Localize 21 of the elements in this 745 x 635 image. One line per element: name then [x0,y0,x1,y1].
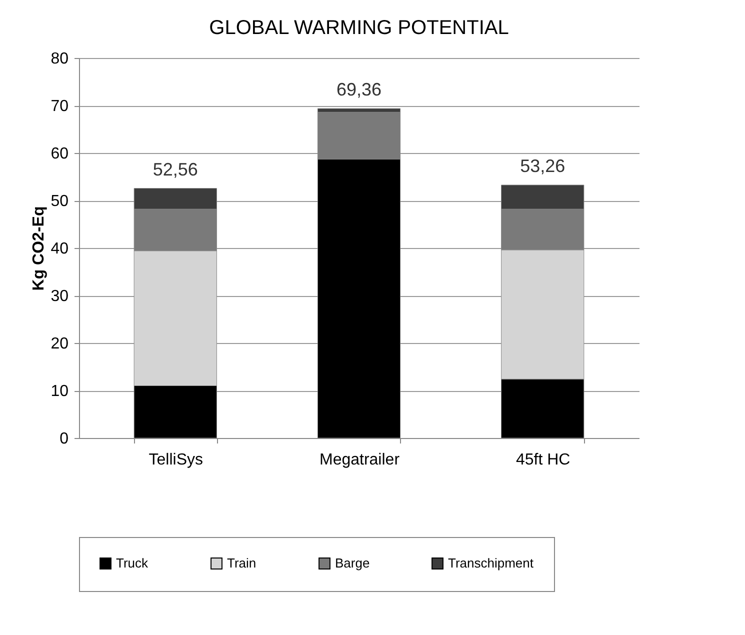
legend-label: Barge [335,556,370,571]
y-tick-label: 0 [60,430,69,448]
y-tick-label: 30 [50,288,69,305]
y-tick-label: 40 [50,240,69,258]
y-tick-label: 80 [50,50,69,68]
y-axis-title: Kg CO2-Eq [30,206,48,291]
y-tick-label: 70 [50,98,69,115]
total-label: 52,56 [152,159,198,180]
chart-title: GLOBAL WARMING POTENTIAL [209,17,509,39]
x-tick-label: Megatrailer [319,452,400,468]
y-tick-label: 20 [50,336,69,352]
legend-label: Train [227,556,256,571]
total-label: 69,36 [336,80,382,100]
x-tick-label: 45ft HC [516,452,570,468]
y-tick-label: 50 [50,193,69,210]
y-tick-label: 60 [50,146,69,162]
legend-label: Truck [116,556,149,571]
legend-label: Transchipment [448,556,534,571]
y-tick-label: 10 [50,383,69,400]
x-tick-label: TelliSys [148,452,204,468]
total-label: 53,26 [520,156,566,176]
